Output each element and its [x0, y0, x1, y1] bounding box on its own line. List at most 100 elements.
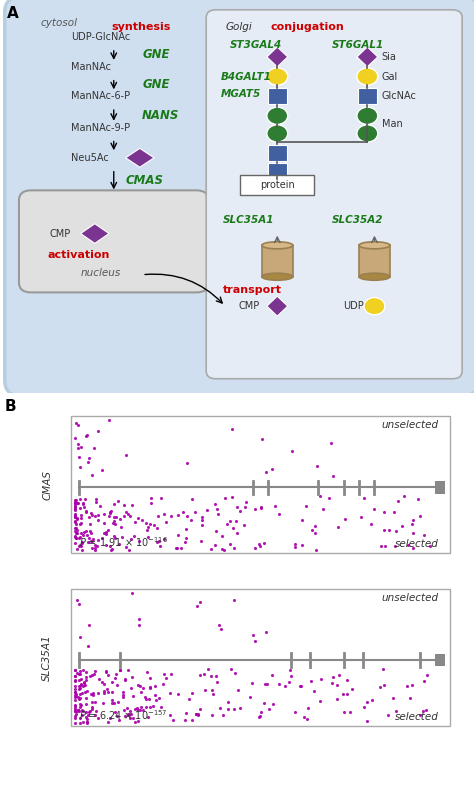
Point — [87, 688, 95, 700]
Point — [199, 511, 206, 524]
Point — [346, 706, 354, 718]
Point — [87, 507, 95, 520]
Point — [95, 672, 102, 685]
Text: Sia: Sia — [382, 52, 396, 62]
Point — [108, 686, 116, 699]
Point — [77, 512, 85, 524]
Text: MGAT5: MGAT5 — [220, 89, 261, 99]
Point — [131, 703, 138, 715]
Point — [250, 629, 257, 641]
Point — [287, 670, 294, 682]
Point — [108, 542, 116, 555]
Point — [118, 520, 125, 533]
Point — [246, 691, 254, 703]
Point — [310, 685, 318, 698]
Point — [241, 501, 249, 513]
Point — [333, 679, 341, 692]
Point — [343, 674, 351, 686]
Point — [82, 692, 90, 705]
Point — [209, 708, 216, 721]
Point — [81, 678, 89, 691]
Text: ManNAc-6-P: ManNAc-6-P — [71, 91, 130, 101]
Point — [367, 517, 375, 530]
Point — [150, 518, 158, 531]
Point — [105, 509, 113, 522]
Point — [136, 619, 143, 632]
Text: SLC35A1: SLC35A1 — [42, 634, 53, 681]
Point — [77, 667, 84, 680]
Point — [74, 704, 82, 717]
Point — [161, 668, 168, 681]
Point — [170, 714, 177, 726]
FancyBboxPatch shape — [358, 89, 377, 104]
Point — [193, 600, 201, 612]
Point — [94, 425, 102, 437]
Point — [152, 689, 159, 702]
Point — [121, 673, 128, 685]
Point — [329, 469, 337, 482]
Point — [122, 541, 130, 553]
Point — [174, 529, 182, 542]
Point — [309, 524, 316, 536]
Point — [85, 706, 92, 719]
Point — [228, 491, 236, 503]
Point — [90, 668, 98, 681]
Point — [107, 505, 115, 517]
Point — [208, 670, 215, 682]
Circle shape — [267, 108, 288, 125]
Point — [92, 705, 100, 717]
Point — [422, 703, 430, 716]
Point — [124, 664, 132, 677]
Point — [128, 670, 136, 683]
Point — [79, 716, 87, 728]
Point — [82, 674, 90, 687]
Point — [126, 704, 134, 717]
Point — [292, 540, 299, 553]
Point — [117, 513, 124, 525]
Point — [133, 702, 141, 714]
Text: ST6GAL1: ST6GAL1 — [332, 40, 384, 50]
Point — [335, 668, 343, 681]
Point — [78, 687, 86, 699]
FancyBboxPatch shape — [268, 145, 287, 161]
Point — [72, 432, 79, 444]
Point — [83, 685, 91, 697]
Point — [76, 700, 84, 713]
Point — [80, 680, 87, 692]
Point — [261, 678, 269, 691]
Circle shape — [267, 125, 288, 142]
Point — [111, 531, 119, 544]
Point — [219, 530, 226, 542]
Point — [149, 699, 156, 712]
Point — [84, 709, 92, 721]
Text: unselected: unselected — [382, 593, 439, 603]
Point — [129, 711, 137, 724]
Point — [116, 664, 123, 677]
Point — [86, 524, 94, 537]
Point — [76, 711, 83, 724]
Point — [109, 517, 117, 529]
Point — [74, 497, 82, 509]
Point — [334, 521, 341, 534]
Point — [188, 714, 196, 726]
Point — [85, 510, 93, 523]
Point — [76, 692, 83, 704]
Point — [333, 693, 341, 706]
Point — [204, 663, 211, 676]
Point — [185, 692, 193, 705]
Circle shape — [357, 108, 378, 125]
Point — [139, 682, 146, 695]
Ellipse shape — [359, 273, 390, 280]
Point — [137, 701, 145, 714]
Point — [360, 492, 367, 505]
FancyBboxPatch shape — [5, 0, 474, 396]
Point — [76, 539, 83, 551]
Point — [71, 699, 79, 711]
Point — [122, 506, 129, 518]
Point — [71, 529, 79, 542]
Point — [72, 532, 79, 545]
Point — [183, 456, 191, 469]
Point — [368, 694, 376, 707]
Point — [91, 544, 99, 557]
Point — [102, 539, 109, 552]
